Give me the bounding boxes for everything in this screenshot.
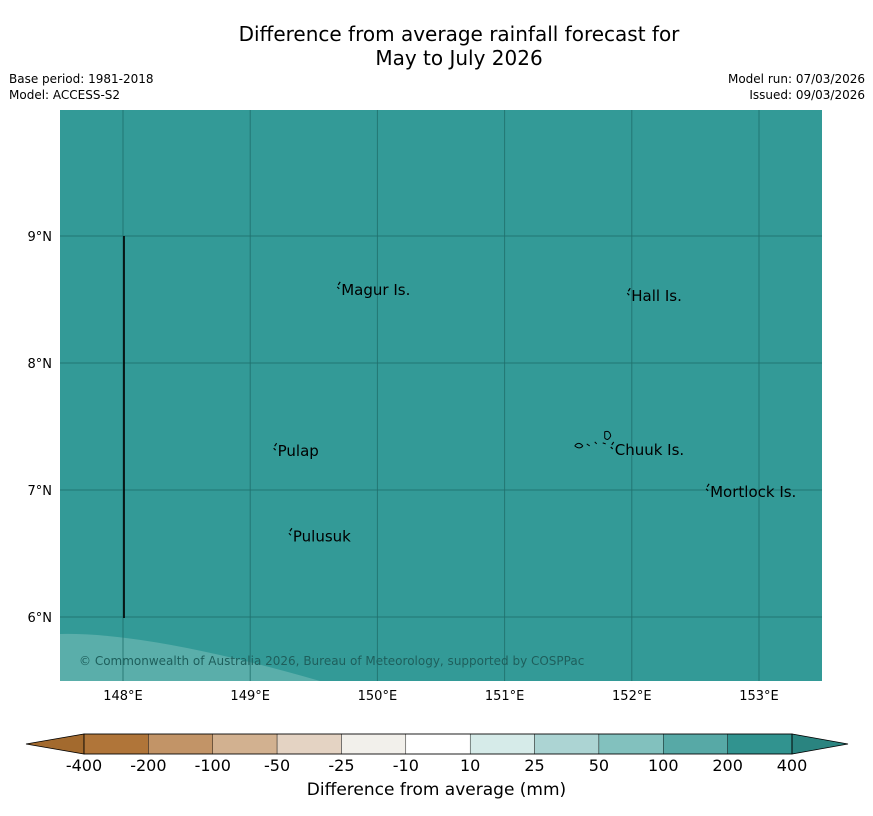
colorbar-tick-label: -50 — [264, 756, 290, 775]
place-label: Hall Is. — [631, 287, 682, 305]
lon-tick-label: 149°E — [230, 689, 270, 704]
colorbar-tick-label: 50 — [589, 756, 609, 775]
model-name: Model: ACCESS-S2 — [9, 88, 121, 102]
colorbar-segment — [276, 733, 342, 755]
island-outline — [626, 287, 631, 296]
colorbar-tick-label: 10 — [460, 756, 480, 775]
colorbar-segment — [598, 733, 664, 755]
island-outline — [288, 527, 293, 536]
lat-tick-label: 6°N — [28, 611, 53, 626]
lat-tick-label: 9°N — [28, 230, 53, 245]
lon-tick-label: 150°E — [358, 689, 398, 704]
island-outline — [273, 442, 278, 451]
lat-tick-label: 8°N — [28, 357, 53, 372]
issued-date: Issued: 09/03/2026 — [749, 88, 865, 102]
colorbar-tick-label: -10 — [393, 756, 419, 775]
map-title: Difference from average rainfall forecas… — [0, 22, 873, 70]
place-label: Magur Is. — [341, 281, 410, 299]
map-background — [60, 110, 822, 681]
colorbar-segment — [341, 733, 407, 755]
title-line-1: Difference from average rainfall forecas… — [238, 22, 680, 46]
lon-tick-label: 153°E — [739, 689, 779, 704]
colorbar-tick-label: 100 — [648, 756, 679, 775]
colorbar-segment — [663, 733, 728, 755]
colorbar-tick-label: -25 — [328, 756, 354, 775]
lighter-rainfall-region — [60, 633, 320, 681]
colorbar-label: Difference from average (mm) — [306, 780, 567, 800]
colorbar-segment — [727, 733, 793, 755]
meta-right: Model run: 07/03/2026 Issued: 09/03/2026 — [728, 71, 865, 103]
place-label: Pulap — [278, 442, 319, 460]
colorbar-tick-label: 200 — [712, 756, 743, 775]
island-outline — [336, 281, 341, 290]
lon-tick-label: 152°E — [612, 689, 652, 704]
colorbar-segment — [83, 733, 149, 755]
colorbar-tick-label: -400 — [66, 756, 102, 775]
colorbar-tick-label: 400 — [777, 756, 808, 775]
copyright-text: © Commonwealth of Australia 2026, Bureau… — [79, 654, 584, 668]
colorbar-extend-low — [25, 733, 85, 755]
colorbar-tick-label: 25 — [524, 756, 544, 775]
model-run: Model run: 07/03/2026 — [727, 72, 865, 86]
island-outline — [705, 483, 710, 492]
meta-left: Base period: 1981-2018 Model: ACCESS-S2 — [9, 71, 154, 103]
place-label: Pulusuk — [293, 527, 351, 545]
colorbar-tick-label: -200 — [130, 756, 166, 775]
base-period: Base period: 1981-2018 — [9, 72, 154, 86]
colorbar-tick-label: -100 — [195, 756, 231, 775]
lat-tick-label: 7°N — [28, 484, 53, 499]
colorbar-frame — [83, 733, 793, 755]
colorbar-segment — [212, 733, 278, 755]
island-outline — [610, 441, 615, 450]
chuuk-lagoon-outline — [574, 430, 612, 449]
place-label: Mortlock Is. — [710, 483, 796, 501]
colorbar-extend-high — [791, 733, 849, 755]
title-line-2: May to July 2026 — [375, 46, 543, 70]
lon-tick-label: 151°E — [485, 689, 525, 704]
place-label: Chuuk Is. — [615, 441, 684, 459]
lon-tick-label: 148°E — [103, 689, 143, 704]
colorbar-segment — [405, 733, 471, 755]
colorbar-segment — [148, 733, 213, 755]
colorbar-segment — [534, 733, 600, 755]
colorbar-segment — [469, 733, 535, 755]
